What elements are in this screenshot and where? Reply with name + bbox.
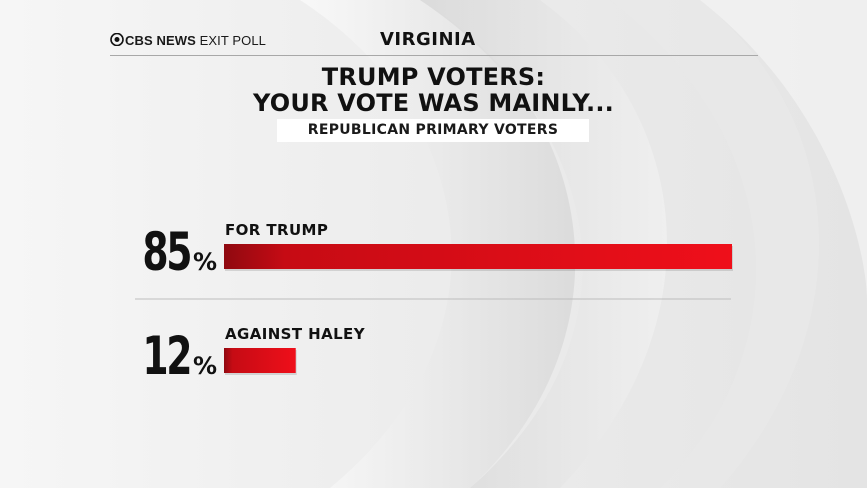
bar [224,244,732,269]
title-line-2: YOUR VOTE WAS MAINLY... [253,89,614,117]
bar [224,348,296,373]
bar-value-label: 85 [142,220,190,282]
title-line-1: TRUMP VOTERS: [321,63,546,91]
bar-row-1: 85 % FOR TRUMP [142,220,733,283]
state-label: VIRGINIA [380,29,476,50]
bar-value-label: 12 [142,324,190,386]
cbs-eye-icon [110,33,124,46]
bar-row-2: 12 % AGAINST HALEY [142,324,365,386]
brand-text: CBS NEWS [125,33,196,48]
section-text: EXIT POLL [199,33,266,48]
chart-title: TRUMP VOTERS: YOUR VOTE WAS MAINLY... [0,64,867,116]
cbs-news-exit-poll-logo: CBS NEWS EXIT POLL [110,33,266,48]
percent-sign: % [193,352,217,380]
category-label: AGAINST HALEY [225,325,366,343]
header-divider [110,55,758,56]
category-label: FOR TRUMP [225,221,328,239]
chart-subtitle-badge: REPUBLICAN PRIMARY VOTERS [277,119,589,142]
percent-sign: % [193,248,217,276]
